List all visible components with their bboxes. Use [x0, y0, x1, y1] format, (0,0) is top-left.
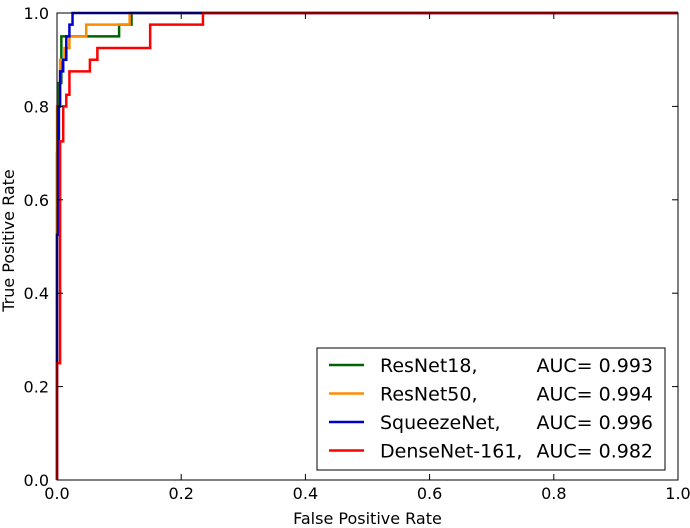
x-tick-label: 0.8 — [541, 484, 566, 503]
legend-entry-name-3: SqueezeNet, — [380, 412, 501, 434]
x-tick-label: 0.4 — [293, 484, 318, 503]
y-tick-label: 1.0 — [24, 4, 49, 23]
y-tick-label: 0.4 — [24, 284, 49, 303]
y-tick-label: 0.0 — [24, 471, 49, 490]
x-tick-label: 0.2 — [168, 484, 193, 503]
ticks-layer: 0.0 0.2 0.4 0.6 0.8 1.0 0.0 0.2 0.4 0.6 0.8 1.0 — [24, 4, 690, 503]
plot-area: 0.0 0.2 0.4 0.6 0.8 1.0 0.0 0.2 0.4 0.6 0.8 1.0 — [24, 4, 690, 503]
legend-entry-auc-2: AUC= 0.994 — [536, 384, 653, 406]
legend-entry-name-4: DenseNet-161, — [380, 441, 522, 463]
x-axis-label: False Positive Rate — [293, 509, 442, 528]
plot-frame — [56, 12, 679, 481]
y-axis-label: True Positive Rate — [0, 169, 18, 313]
legend-entry-name-2: ResNet50, — [380, 384, 478, 406]
y-tick-label: 0.8 — [24, 97, 49, 116]
legend-entry-auc-1: AUC= 0.993 — [536, 355, 653, 377]
y-tick-label: 0.6 — [24, 191, 49, 210]
legend-box — [316, 347, 666, 471]
legend-entry-auc-4: AUC= 0.982 — [536, 441, 653, 463]
legend: ResNet18, AUC= 0.993 ResNet50, AUC= 0.994 Sq… — [316, 347, 666, 471]
series-line-4 — [55, 11, 678, 480]
legend-entry-name-1: ResNet18, — [380, 355, 478, 377]
x-tick-label: 1.0 — [665, 484, 690, 503]
y-tick-label: 0.2 — [24, 378, 49, 397]
legend-entry-auc-3: AUC= 0.996 — [536, 412, 653, 434]
x-tick-label: 0.6 — [417, 484, 442, 503]
x-tick-label: 0.0 — [44, 484, 69, 503]
